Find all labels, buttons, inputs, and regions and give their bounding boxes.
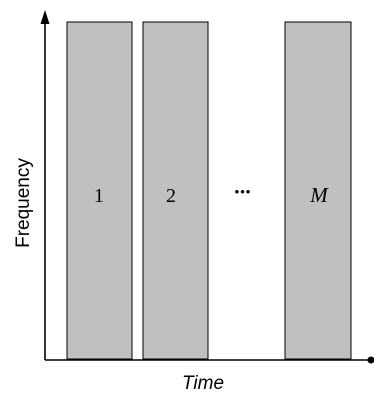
block-label-m: M	[309, 183, 329, 207]
block-label-1: 1	[94, 185, 104, 207]
x-axis-end-dot	[368, 357, 374, 364]
x-axis-label: Time	[182, 373, 224, 394]
ellipsis: •••	[235, 184, 252, 199]
y-axis-arrowhead	[41, 10, 50, 24]
y-axis-label: Frequency	[13, 158, 34, 248]
block-label-2: 2	[166, 185, 176, 207]
